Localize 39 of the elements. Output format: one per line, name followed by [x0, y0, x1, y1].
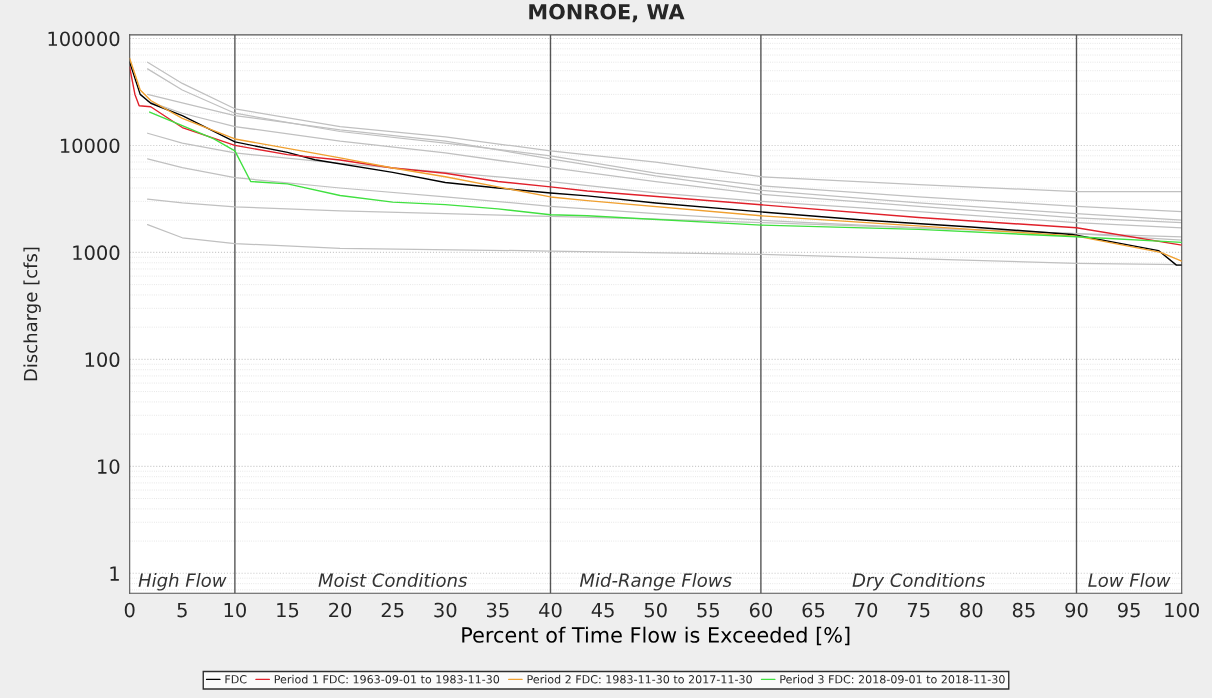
x-tick-label: 35 [487, 602, 509, 618]
x-tick-label: 80 [960, 602, 983, 618]
legend-label: FDC [225, 675, 247, 684]
x-tick-label: 70 [855, 602, 878, 618]
x-tick-label: 30 [434, 602, 457, 618]
legend-label: Period 3 FDC: 2018-09-01 to 2018-11-30 [780, 674, 1005, 684]
x-tick-label: 25 [381, 602, 404, 618]
x-tick-label: 55 [697, 602, 719, 618]
annotation: High Flow [138, 573, 227, 591]
y-tick-label: 1 [110, 566, 119, 581]
x-tick-label: 85 [1012, 602, 1035, 618]
y-tick-label: 10000 [60, 138, 120, 154]
x-tick-label: 0 [124, 602, 135, 618]
y-tick-label: 100 [85, 352, 120, 368]
x-tick-label: 90 [1065, 602, 1088, 618]
y-tick-label: 1000 [73, 245, 120, 261]
x-tick-label: 65 [802, 602, 825, 618]
x-tick-label: 40 [539, 602, 562, 618]
x-tick-label: 45 [591, 602, 614, 618]
x-tick-label: 75 [907, 602, 930, 618]
y-axis-title: Discharge [cfs] [23, 247, 41, 381]
annotation: Low Flow [1088, 573, 1171, 588]
annotation: Dry Conditions [852, 573, 985, 591]
x-tick-label: 100 [1165, 602, 1199, 618]
y-tick-label: 10 [98, 459, 120, 474]
x-axis-title: Percent of Time Flow is Exceeded [%] [462, 626, 850, 646]
chart-title: MONROE, WA [529, 3, 685, 23]
annotation: Mid-Range Flows [579, 573, 732, 591]
legend-label: Period 2 FDC: 1983-11-30 to 2017-11-30 [527, 674, 752, 684]
legend-label: Period 1 FDC: 1963-09-01 to 1983-11-30 [274, 674, 500, 684]
x-tick-label: 15 [277, 602, 299, 618]
x-tick-label: 10 [224, 602, 246, 618]
x-tick-label: 50 [644, 602, 667, 618]
annotation: Moist Conditions [318, 573, 468, 588]
y-tick-label: 100000 [48, 31, 120, 47]
x-tick-label: 60 [749, 602, 772, 618]
x-tick-label: 95 [1117, 602, 1140, 618]
x-tick-label: 20 [329, 602, 352, 618]
x-tick-label: 5 [177, 602, 187, 618]
